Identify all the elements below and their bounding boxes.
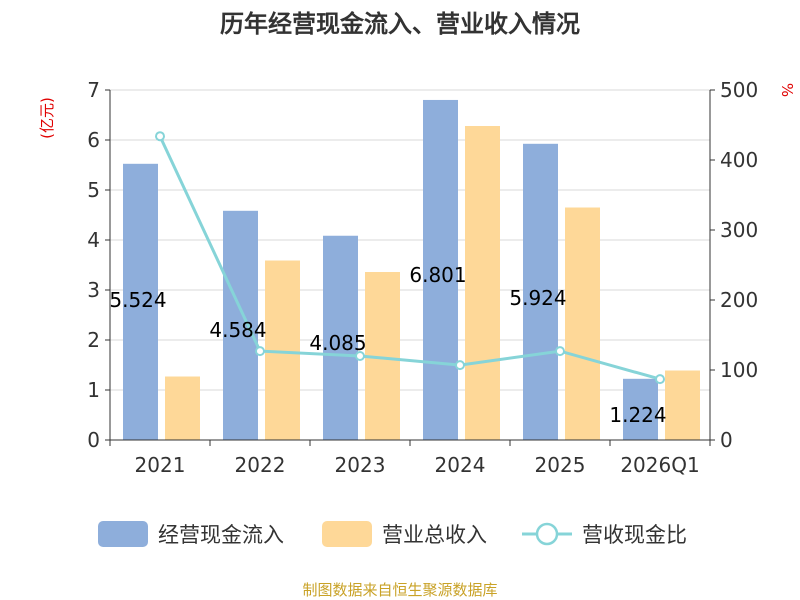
right-tick-label: 200 bbox=[720, 288, 758, 312]
data-labels: 5.524 4.584 4.085 6.801 5.924 1.224 bbox=[109, 263, 666, 427]
line-point bbox=[555, 346, 565, 357]
right-tick-label: 400 bbox=[720, 148, 758, 172]
legend-label-cash-inflow: 经营现金流入 bbox=[158, 523, 284, 547]
line-point bbox=[655, 374, 665, 385]
right-tick-label: 500 bbox=[720, 78, 758, 102]
x-tick-label: 2026Q1 bbox=[620, 453, 699, 477]
source-note: 制图数据来自恒生聚源数据库 bbox=[302, 581, 497, 599]
bar-revenue bbox=[165, 376, 200, 440]
legend: 经营现金流入 营业总收入 营收现金比 bbox=[98, 521, 687, 547]
data-label-cash-inflow: 6.801 bbox=[409, 263, 466, 287]
data-label-cash-inflow: 4.085 bbox=[309, 331, 366, 355]
data-label-cash-inflow: 5.524 bbox=[109, 288, 166, 312]
line-point bbox=[455, 360, 465, 371]
left-tick-label: 6 bbox=[87, 128, 100, 152]
x-tick-label: 2022 bbox=[235, 453, 286, 477]
left-tick-label: 0 bbox=[87, 428, 100, 452]
bar-cash-inflow bbox=[423, 99, 458, 440]
bar-revenue bbox=[665, 370, 700, 440]
right-tick-label: 300 bbox=[720, 218, 758, 242]
line-point bbox=[155, 131, 165, 142]
line-ratio bbox=[158, 135, 661, 381]
bar-series bbox=[123, 99, 700, 441]
line-point bbox=[355, 351, 365, 361]
x-tick-label: 2024 bbox=[435, 453, 486, 477]
bar-revenue bbox=[465, 126, 500, 440]
bar-revenue bbox=[565, 207, 600, 440]
right-tick-label: 0 bbox=[720, 428, 733, 452]
left-tick-label: 5 bbox=[87, 178, 100, 202]
bar-cash-inflow bbox=[323, 235, 358, 440]
legend-label-ratio: 营收现金比 bbox=[582, 523, 687, 547]
bar-cash-inflow bbox=[123, 163, 158, 441]
legend-swatch-revenue bbox=[322, 521, 372, 547]
left-tick-label: 7 bbox=[87, 78, 100, 102]
data-label-cash-inflow: 4.584 bbox=[209, 318, 266, 342]
data-label-cash-inflow: 5.924 bbox=[509, 286, 566, 310]
x-tick-label: 2021 bbox=[135, 453, 186, 477]
legend-swatch-cash-inflow bbox=[98, 521, 148, 547]
bar-cash-inflow bbox=[623, 378, 658, 440]
left-tick-label: 4 bbox=[87, 228, 100, 252]
bar-cash-inflow bbox=[223, 210, 258, 440]
left-tick-label: 1 bbox=[87, 378, 100, 402]
bar-cash-inflow bbox=[523, 143, 558, 441]
data-label-cash-inflow: 1.224 bbox=[609, 403, 666, 427]
gridlines bbox=[110, 89, 710, 391]
left-tick-label: 3 bbox=[87, 278, 100, 302]
line-series bbox=[155, 131, 665, 385]
legend-swatch-ratio-marker bbox=[535, 522, 559, 546]
left-axis-unit: (亿元) bbox=[38, 97, 56, 139]
axes: 0 1 2 3 4 5 6 7 0 100 200 300 400 500 2021 2022 2023 2024… bbox=[87, 78, 758, 477]
x-tick-label: 2025 bbox=[535, 453, 586, 477]
x-tick-label: 2023 bbox=[335, 453, 386, 477]
left-tick-label: 2 bbox=[87, 328, 100, 352]
legend-label-revenue: 营业总收入 bbox=[382, 523, 487, 547]
chart-title: 历年经营现金流入、营业收入情况 bbox=[220, 10, 580, 38]
right-axis-unit: % bbox=[778, 83, 796, 97]
right-tick-label: 100 bbox=[720, 358, 758, 382]
line-point bbox=[255, 346, 265, 357]
